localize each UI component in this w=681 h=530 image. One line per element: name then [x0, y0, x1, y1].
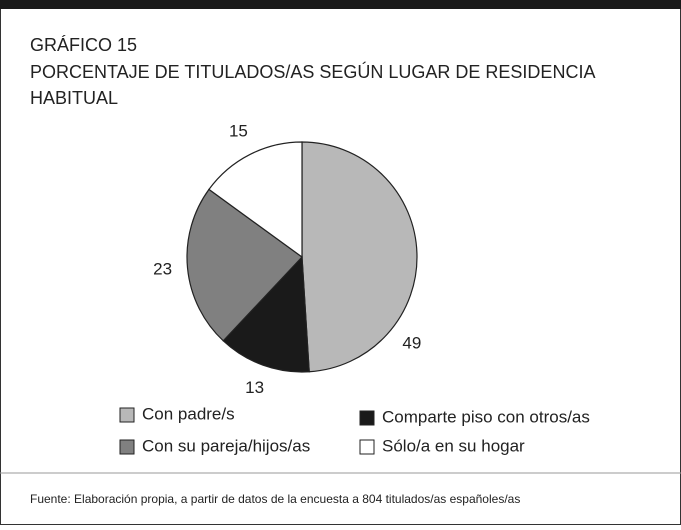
legend-label: Sólo/a en su hogar — [382, 436, 525, 455]
legend-label: Comparte piso con otros/as — [382, 407, 590, 426]
legend-swatch — [119, 439, 135, 455]
legend-swatch — [119, 407, 135, 423]
source-note: Fuente: Elaboración propia, a partir de … — [30, 492, 520, 506]
legend-swatch — [359, 439, 375, 455]
pie-slice — [186, 188, 303, 342]
pie-slice — [301, 141, 418, 373]
top-bar — [0, 0, 681, 9]
chart-title: GRÁFICO 15 — [30, 35, 137, 55]
chart-subtitle: PORCENTAJE DE TITULADOS/AS SEGÚN LUGAR D… — [30, 61, 595, 82]
slice-label: 13 — [245, 378, 264, 397]
slice-label: 49 — [402, 333, 421, 352]
slice-label: 23 — [153, 260, 172, 279]
chart-subtitle: HABITUAL — [30, 88, 118, 108]
slice-label: 15 — [229, 122, 248, 141]
pie-slice — [222, 255, 310, 373]
legend-swatch — [359, 410, 375, 426]
legend-label: Con padre/s — [142, 404, 235, 423]
pie-slice — [208, 141, 303, 259]
legend-label: Con su pareja/hijos/as — [142, 436, 310, 455]
